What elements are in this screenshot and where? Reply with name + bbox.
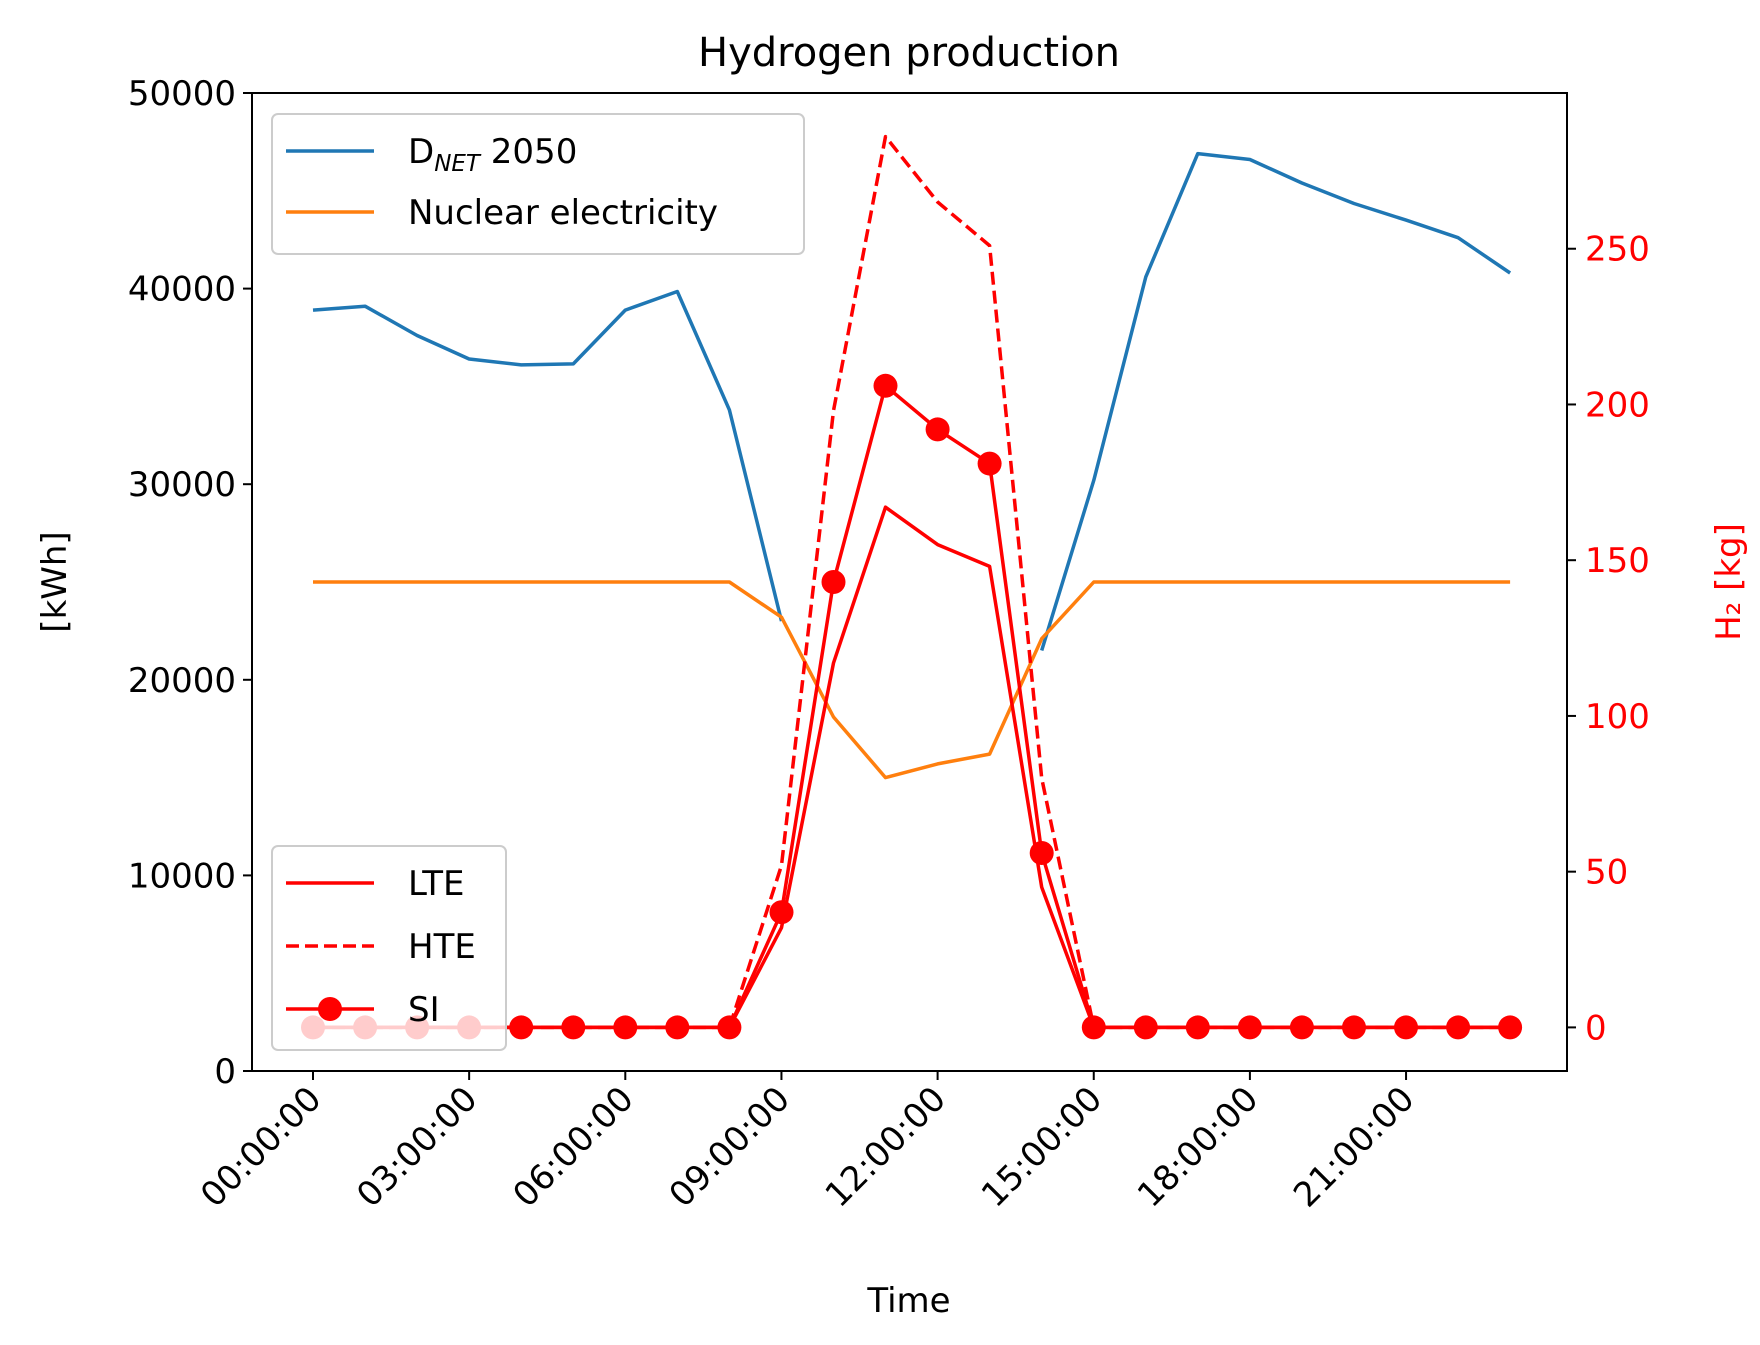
series-point-si <box>1133 1015 1158 1040</box>
series-point-si <box>1185 1015 1210 1040</box>
series-line-nuclear-electricity-0 <box>313 580 1511 780</box>
series-point-si <box>717 1015 742 1040</box>
series-point-si <box>769 900 794 925</box>
x-axis-label: Time <box>866 1281 950 1321</box>
legend-upper-box <box>271 113 805 255</box>
right-y-tick-label: 200 <box>1585 385 1650 425</box>
left-y-tick-label: 50000 <box>128 74 236 114</box>
right-y-tick-label: 0 <box>1585 1008 1607 1048</box>
series-line-d-net-2050-0 <box>312 289 784 622</box>
series-point-si <box>613 1015 638 1040</box>
series-point-si <box>1237 1015 1262 1040</box>
plot-frame <box>251 92 1568 1072</box>
right-y-tick-label: 150 <box>1585 541 1650 581</box>
series-point-si <box>509 1015 534 1040</box>
series-point-si <box>1342 1015 1366 1040</box>
series-point-si <box>1029 841 1054 865</box>
series-point-si <box>873 373 898 398</box>
series-point-si <box>1394 1015 1418 1040</box>
series-point-si <box>821 570 846 594</box>
left-y-tick-label: 40000 <box>128 270 236 310</box>
left-y-axis-label: [kWh] <box>35 531 75 632</box>
right-y-axis-label: H₂ [kg] <box>1709 523 1749 641</box>
left-y-tick-label: 0 <box>214 1052 236 1092</box>
left-y-axis-ticks: 0 10000 20000 30000 40000 50000 <box>128 74 252 1092</box>
series-point-si <box>1081 1015 1106 1040</box>
series-point-si <box>1498 1015 1523 1040</box>
series-point-si <box>561 1015 586 1040</box>
series-point-si <box>1289 1015 1314 1040</box>
series-point-si <box>925 417 950 442</box>
right-y-tick-label: 250 <box>1585 230 1650 270</box>
left-axis-series <box>312 151 1512 780</box>
legend-label-si: SI <box>408 990 440 1030</box>
series-line-d-net-2050-1 <box>1040 151 1512 652</box>
chart-title: Hydrogen production <box>698 30 1120 76</box>
legend-label-nuclear: Nuclear electricity <box>408 193 718 233</box>
right-y-tick-label: 50 <box>1585 853 1628 893</box>
legend-lower: LTE HTE SI <box>271 845 507 1051</box>
legend-upper: DNET 2050 Nuclear electricity <box>271 113 805 255</box>
series-point-si <box>1446 1015 1471 1040</box>
series-point-si <box>977 451 1002 476</box>
right-y-tick-label: 100 <box>1585 697 1650 737</box>
series-point-si <box>665 1015 690 1040</box>
legend-marker-si <box>318 997 342 1021</box>
legend-label-hte: HTE <box>408 927 476 967</box>
legend-label-dnet: DNET 2050 <box>408 132 577 177</box>
left-y-tick-label: 20000 <box>128 661 236 701</box>
right-y-axis-ticks: 0 50 100 150 200 250 <box>1567 230 1650 1048</box>
left-y-tick-label: 30000 <box>128 465 236 505</box>
legend-label-lte: LTE <box>408 864 465 904</box>
left-y-tick-label: 10000 <box>128 856 236 896</box>
